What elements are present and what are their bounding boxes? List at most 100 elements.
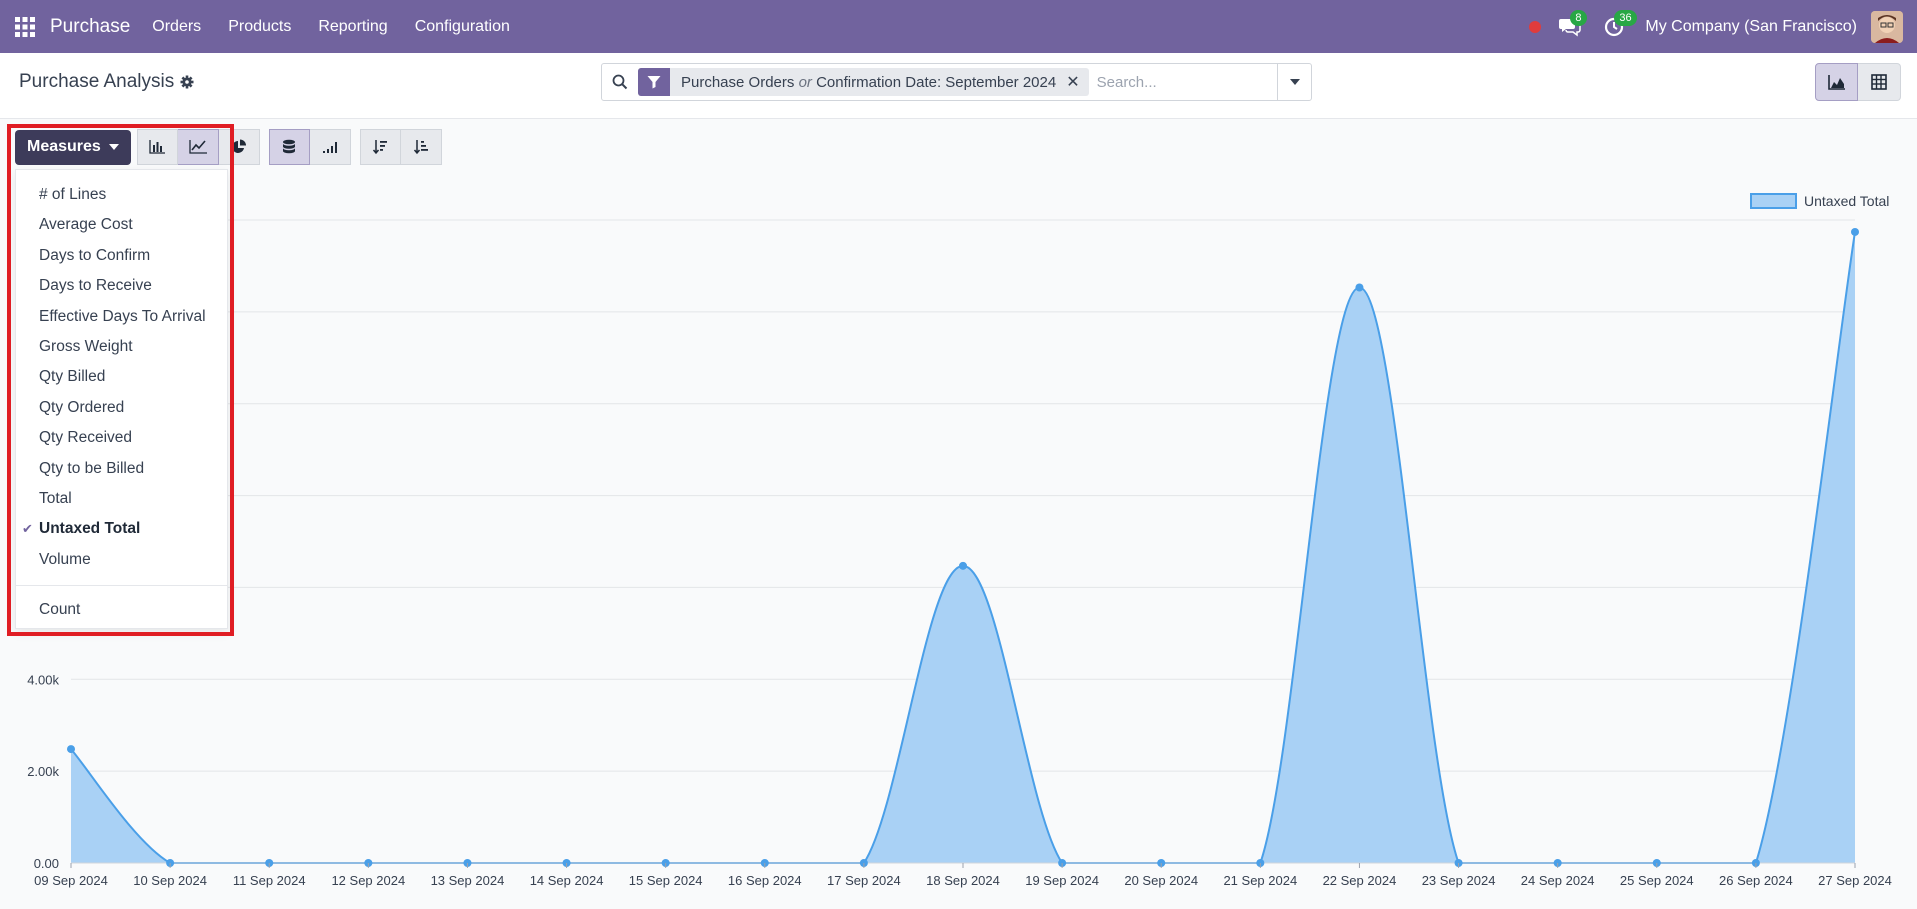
data-point bbox=[959, 561, 967, 570]
pie-chart-icon bbox=[231, 139, 246, 153]
page-title-text: Purchase Analysis bbox=[19, 71, 175, 92]
measure-qty-billed[interactable]: Qty Billed bbox=[16, 362, 227, 392]
measure-volume[interactable]: Volume bbox=[16, 545, 227, 575]
measures-button[interactable]: Measures bbox=[15, 129, 131, 165]
measure-label: Count bbox=[39, 601, 81, 619]
measure-label: Total bbox=[39, 489, 72, 507]
measure-qty-received[interactable]: Qty Received bbox=[16, 423, 227, 453]
chart-legend[interactable]: Untaxed Total bbox=[1750, 193, 1889, 209]
user-avatar[interactable] bbox=[1871, 10, 1903, 43]
menu-reporting[interactable]: Reporting bbox=[318, 17, 388, 35]
cumulative-button[interactable] bbox=[309, 129, 351, 165]
gear-icon[interactable] bbox=[180, 75, 194, 89]
facet-label: Purchase Orders or Confirmation Date: Se… bbox=[670, 74, 1066, 91]
stacked-button[interactable] bbox=[268, 129, 310, 165]
sort-descending-icon bbox=[373, 140, 388, 155]
search-icon[interactable] bbox=[602, 74, 638, 90]
measure-average-cost[interactable]: Average Cost bbox=[16, 210, 227, 240]
measure-label: # of Lines bbox=[39, 186, 107, 203]
measures-dropdown: # of Lines Average Cost Days to Confirm Day… bbox=[15, 169, 228, 629]
bar-chart-icon bbox=[149, 140, 166, 154]
line-chart-icon bbox=[189, 140, 207, 154]
search-options-toggle[interactable] bbox=[1277, 64, 1311, 100]
app-menu-icon[interactable] bbox=[0, 0, 50, 53]
search-bar[interactable]: Purchase Orders or Confirmation Date: Se… bbox=[601, 63, 1312, 101]
x-tick-label: 26 Sep 2024 bbox=[1719, 873, 1793, 888]
recording-indicator[interactable] bbox=[1529, 20, 1542, 33]
measure-gross-weight[interactable]: Gross Weight bbox=[16, 332, 227, 362]
pivot-view-button[interactable] bbox=[1858, 63, 1901, 101]
measure-label: Qty Received bbox=[39, 429, 133, 447]
caret-down-icon bbox=[1289, 79, 1300, 85]
facet-or: or bbox=[798, 73, 812, 91]
sort-descending-button[interactable] bbox=[359, 129, 401, 165]
menu-orders[interactable]: Orders bbox=[152, 17, 202, 35]
x-tick-label: 23 Sep 2024 bbox=[1422, 873, 1496, 888]
area-chart: 0.00 2.00k 4.00k 09 Sep 2024 10 Sep 2024 11 S… bbox=[27, 219, 1892, 888]
y-tick-label: 4.00k bbox=[27, 672, 59, 687]
area-chart-icon bbox=[1827, 75, 1845, 90]
page-title: Purchase Analysis bbox=[19, 71, 194, 93]
measure-days-to-confirm[interactable]: Days to Confirm bbox=[16, 241, 227, 271]
control-panel: Purchase Analysis Purchase Orders or bbox=[0, 53, 1917, 119]
messages-button[interactable]: 8 bbox=[1557, 9, 1587, 40]
x-tick-label: 10 Sep 2024 bbox=[133, 873, 207, 888]
x-tick-label: 19 Sep 2024 bbox=[1025, 873, 1099, 888]
x-tick-label: 21 Sep 2024 bbox=[1223, 873, 1297, 888]
x-tick-label: 18 Sep 2024 bbox=[926, 873, 1000, 888]
pie-chart-button[interactable] bbox=[218, 129, 260, 165]
measure-total[interactable]: Total bbox=[16, 484, 227, 514]
x-tick-label: 24 Sep 2024 bbox=[1521, 873, 1595, 888]
measure-qty-to-be-billed[interactable]: Qty to be Billed bbox=[16, 454, 227, 484]
menu-configuration[interactable]: Configuration bbox=[414, 17, 510, 35]
search-input[interactable] bbox=[1096, 73, 1287, 91]
bar-chart-button[interactable] bbox=[136, 129, 178, 165]
graph-view-button[interactable] bbox=[1815, 63, 1858, 101]
measure-qty-ordered[interactable]: Qty Ordered bbox=[16, 393, 227, 423]
x-tick-label: 14 Sep 2024 bbox=[530, 873, 604, 888]
caret-down-icon bbox=[108, 144, 119, 150]
y-tick-label: 2.00k bbox=[27, 764, 59, 779]
sort-ascending-button[interactable] bbox=[400, 129, 442, 165]
measure-count[interactable]: Count bbox=[16, 595, 227, 625]
measure-label: Qty Billed bbox=[39, 368, 106, 386]
x-tick-label: 25 Sep 2024 bbox=[1620, 873, 1694, 888]
menu-products[interactable]: Products bbox=[228, 17, 292, 35]
measure-label: Gross Weight bbox=[39, 337, 133, 355]
check-icon: ✔ bbox=[22, 521, 33, 537]
filter-icon bbox=[638, 68, 670, 96]
facet-remove-icon[interactable]: ✕ bbox=[1066, 74, 1080, 91]
signal-bars-icon bbox=[322, 142, 337, 153]
legend-swatch bbox=[1750, 193, 1797, 209]
y-tick-label: 0.00 bbox=[34, 856, 59, 871]
measures-label: Measures bbox=[27, 138, 101, 155]
sort-ascending-icon bbox=[413, 140, 428, 155]
graph-toolbar: Measures bbox=[15, 129, 451, 165]
measure-untaxed-total[interactable]: ✔ Untaxed Total bbox=[16, 514, 227, 544]
activities-button[interactable]: 36 bbox=[1601, 9, 1637, 40]
x-tick-label: 16 Sep 2024 bbox=[728, 873, 802, 888]
line-chart-button[interactable] bbox=[177, 129, 219, 165]
filter-facet[interactable]: Purchase Orders or Confirmation Date: Se… bbox=[638, 68, 1089, 96]
facet-part-purchase-orders: Purchase Orders bbox=[681, 73, 795, 91]
data-point bbox=[67, 745, 75, 754]
view-switcher bbox=[1815, 63, 1901, 101]
top-navbar: Purchase Orders Products Reporting Confi… bbox=[0, 0, 1917, 53]
data-point bbox=[1355, 283, 1364, 292]
measure-label: Untaxed Total bbox=[39, 520, 141, 538]
activities-badge: 36 bbox=[1614, 9, 1637, 26]
measure-label: Days to Receive bbox=[39, 277, 152, 295]
company-switcher[interactable]: My Company (San Francisco) bbox=[1645, 17, 1857, 35]
legend-label: Untaxed Total bbox=[1804, 193, 1890, 209]
x-tick-label: 12 Sep 2024 bbox=[331, 873, 405, 888]
facet-part-confirmation-date: Confirmation Date: September 2024 bbox=[816, 73, 1057, 91]
x-tick-label: 20 Sep 2024 bbox=[1124, 873, 1198, 888]
measure-of-lines[interactable]: # of Lines bbox=[16, 180, 227, 210]
data-point bbox=[1851, 227, 1859, 236]
measure-label: Days to Confirm bbox=[39, 246, 151, 264]
app-name[interactable]: Purchase bbox=[50, 15, 131, 37]
x-tick-label: 09 Sep 2024 bbox=[34, 873, 108, 888]
measure-effective-days-to-arrival[interactable]: Effective Days To Arrival bbox=[16, 302, 227, 332]
measure-days-to-receive[interactable]: Days to Receive bbox=[16, 271, 227, 301]
series-area bbox=[71, 231, 1855, 864]
